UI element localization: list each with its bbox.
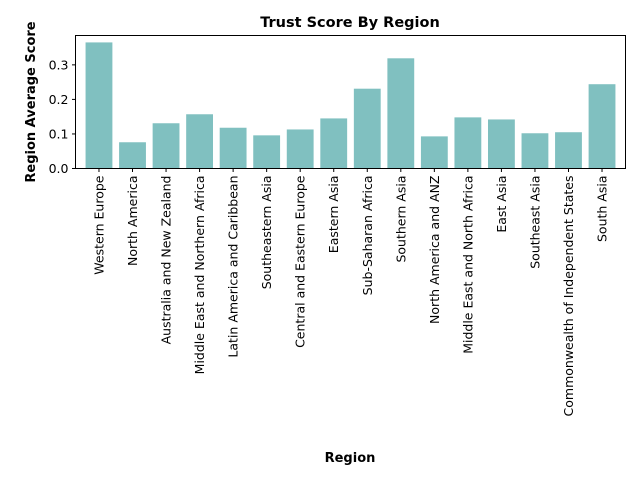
x-tick-label-7: Eastern Asia	[326, 176, 341, 254]
x-tick-label-0: Western Europe	[91, 175, 106, 275]
y-axis-label: Region Average Score	[24, 21, 39, 182]
y-tick-label-1: 0.1	[49, 126, 69, 141]
x-axis: Western Europe North America Australia and…	[91, 168, 610, 417]
y-tick-label-3: 0.3	[49, 57, 69, 72]
x-tick-label-3: Middle East and Northern Africa	[192, 176, 207, 375]
x-tick-label-5: Southeastern Asia	[259, 176, 274, 290]
plot-area	[85, 42, 616, 169]
bar-10	[420, 136, 448, 169]
chart-title: Trust Score By Region	[260, 15, 440, 31]
bar-9	[387, 58, 415, 169]
x-tick-label-14: Commonwealth of Independent States	[561, 176, 576, 417]
bar-3	[186, 114, 213, 169]
x-tick-label-13: Southeast Asia	[527, 176, 542, 269]
bar-1	[119, 142, 146, 169]
bar-4	[219, 127, 247, 169]
x-tick-label-12: East Asia	[494, 176, 509, 233]
x-tick-label-1: North America	[125, 176, 140, 267]
bar-7	[320, 118, 348, 169]
bar-14	[555, 132, 582, 169]
x-tick-label-9: Southern Asia	[393, 176, 408, 263]
x-tick-label-15: South Asia	[595, 176, 610, 243]
bar-12	[488, 119, 515, 169]
x-axis-label: Region	[325, 451, 376, 466]
bar-8	[353, 88, 381, 169]
y-tick-label-2: 0.2	[49, 92, 69, 107]
bar-2	[152, 123, 180, 169]
plot-frame	[75, 35, 626, 169]
bar-0	[85, 42, 113, 169]
bar-11	[454, 117, 482, 169]
bar-6	[286, 129, 314, 169]
y-axis: 0.0 0.1 0.2 0.3	[49, 57, 76, 176]
x-tick-label-2: Australia and New Zealand	[159, 176, 174, 345]
bar-13	[521, 133, 549, 169]
x-tick-label-11: Middle East and North Africa	[460, 176, 475, 354]
x-tick-label-4: Latin America and Caribbean	[226, 176, 241, 358]
bar-15	[588, 84, 616, 169]
bar-5	[253, 135, 281, 169]
x-tick-label-6: Central and Eastern Europe	[293, 175, 308, 348]
x-tick-label-8: Sub-Saharan Africa	[360, 176, 375, 296]
y-tick-label-0: 0.0	[49, 161, 69, 176]
x-tick-label-10: North America and ANZ	[427, 176, 442, 324]
